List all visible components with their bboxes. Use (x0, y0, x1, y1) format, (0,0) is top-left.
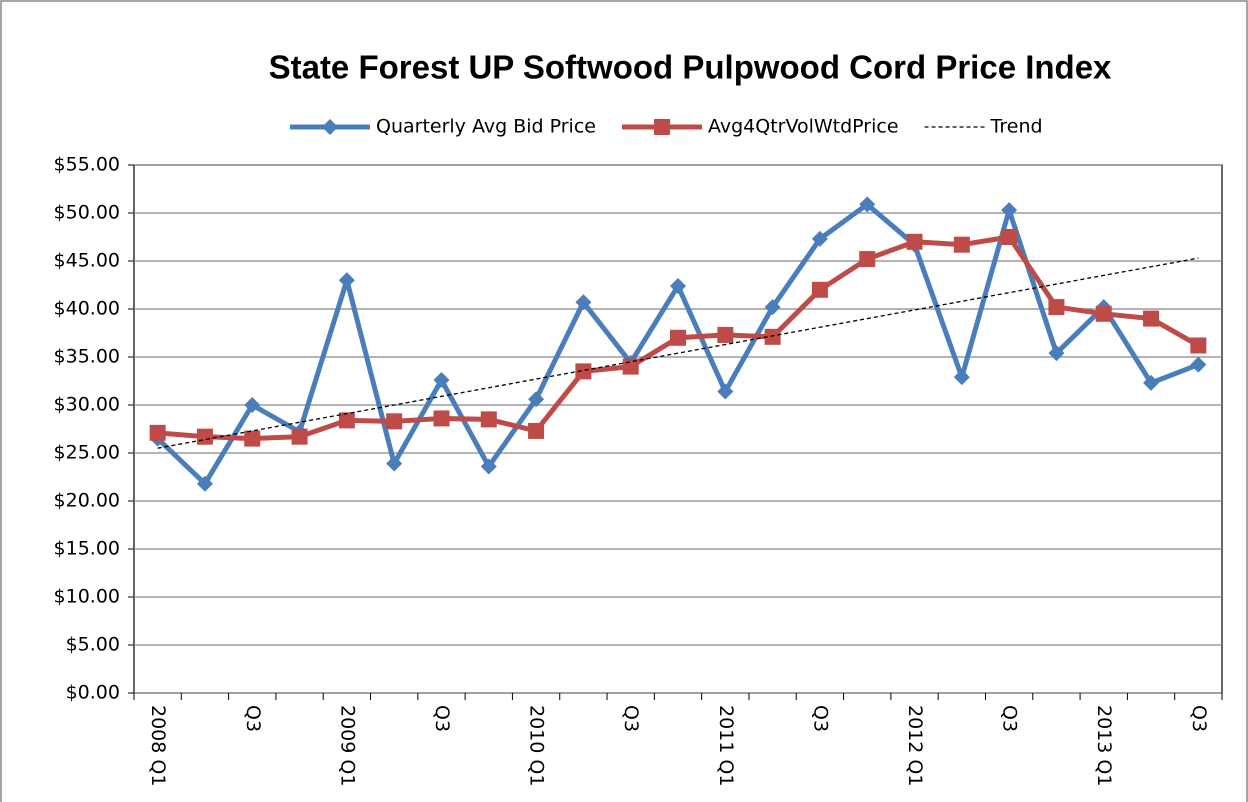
data-point (528, 422, 545, 439)
chart-title: State Forest UP Softwood Pulpwood Cord P… (269, 49, 1112, 86)
y-tick-label: $10.00 (54, 586, 120, 608)
legend-marker (653, 119, 670, 135)
data-point (244, 430, 261, 447)
data-point (338, 412, 355, 429)
data-point (670, 277, 686, 294)
data-point (433, 372, 450, 389)
x-tick-label: Q3 (999, 705, 1021, 732)
legend-label: Trend (990, 116, 1043, 138)
data-point (433, 410, 450, 427)
data-point (717, 326, 734, 343)
legend-marker (322, 119, 338, 135)
legend: Quarterly Avg Bid Price Avg4QtrVolWtdPric… (290, 116, 1043, 138)
data-point (906, 233, 923, 250)
data-point (953, 236, 970, 253)
data-point (1048, 345, 1065, 362)
data-point (717, 383, 734, 400)
x-tick-label: 2008 Q1 (147, 705, 169, 786)
y-tick-label: $40.00 (54, 298, 120, 320)
data-point (1001, 229, 1018, 245)
data-point (480, 411, 497, 428)
x-tick-label: Q3 (431, 705, 453, 732)
data-point (244, 397, 261, 413)
data-point (575, 294, 592, 311)
x-tick-label: Q3 (620, 705, 642, 732)
data-point (1143, 310, 1160, 327)
trend-line (157, 257, 1199, 449)
legend-label: Quarterly Avg Bid Price (376, 116, 596, 138)
data-point (764, 328, 781, 345)
data-point (386, 455, 403, 472)
data-point (670, 329, 686, 346)
y-tick-label: $20.00 (54, 490, 120, 512)
x-tick-label: 2012 Q1 (904, 705, 926, 786)
data-point (196, 428, 213, 445)
data-point (1190, 337, 1207, 354)
x-tick-label: 2013 Q1 (1093, 705, 1115, 786)
data-point (575, 363, 592, 380)
data-point (1048, 299, 1065, 316)
x-tick-label: 2009 Q1 (336, 705, 358, 786)
y-tick-label: $55.00 (54, 154, 120, 176)
data-point (811, 230, 828, 247)
x-tick-label: 2011 Q1 (715, 705, 737, 786)
y-tick-label: $30.00 (54, 394, 120, 416)
data-point (811, 281, 828, 298)
data-point (386, 413, 403, 430)
x-tick-label: Q3 (809, 705, 831, 732)
data-point (953, 369, 970, 386)
data-point (1001, 202, 1018, 219)
data-point (1190, 356, 1207, 373)
y-tick-label: $0.00 (66, 682, 120, 704)
y-tick-label: $50.00 (54, 202, 120, 224)
x-tick-label: Q3 (242, 705, 264, 732)
y-tick-label: $25.00 (54, 442, 120, 464)
data-point (764, 299, 781, 316)
data-point (859, 251, 876, 268)
data-point (1143, 374, 1160, 391)
data-point (528, 391, 545, 408)
data-point (149, 424, 166, 441)
y-tick-label: $45.00 (54, 250, 120, 272)
data-point (859, 196, 876, 213)
data-point (291, 428, 308, 445)
legend-label: Avg4QtrVolWtdPrice (708, 116, 899, 138)
data-point (338, 272, 355, 289)
data-point (480, 458, 497, 475)
data-point (1095, 305, 1112, 322)
x-tick-label: 2010 Q1 (526, 705, 548, 786)
x-tick-label: Q3 (1188, 705, 1210, 732)
y-tick-label: $15.00 (54, 538, 120, 560)
y-tick-label: $5.00 (66, 634, 120, 656)
data-point (196, 475, 213, 492)
y-tick-label: $35.00 (54, 346, 120, 368)
